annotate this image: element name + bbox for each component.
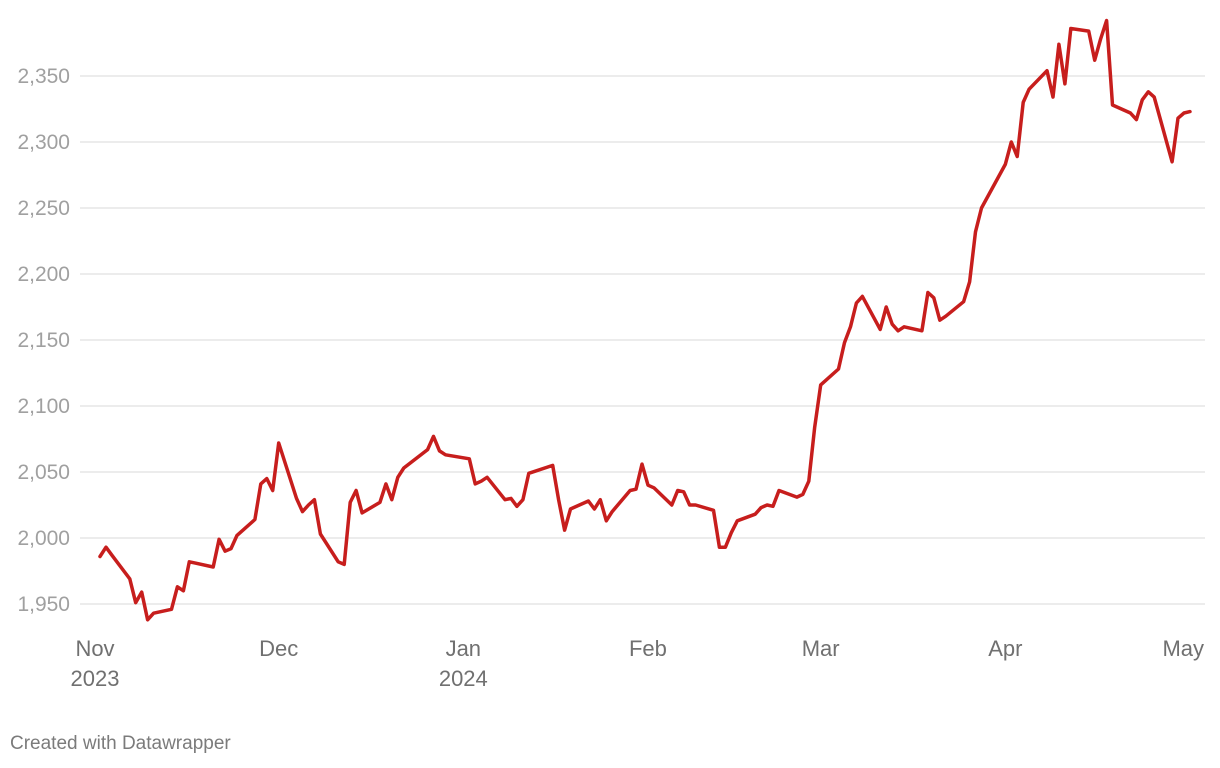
y-tick-label: 2,150 <box>17 329 70 352</box>
x-tick-label: Jan <box>446 636 481 661</box>
x-axis-tick-labels: Nov 2023 Dec Jan 2024 Feb Mar Apr May <box>71 636 1204 691</box>
y-tick-label: 2,000 <box>17 527 70 550</box>
y-tick-label: 2,050 <box>17 461 70 484</box>
x-tick-label: Nov <box>75 636 114 661</box>
series-line <box>98 18 1192 622</box>
x-tick-label: Dec <box>259 636 298 661</box>
x-tick-label: Feb <box>629 636 667 661</box>
x-tick-label-year: 2023 <box>71 666 120 691</box>
series-layer <box>98 18 1192 622</box>
y-axis-tick-labels: 1,950 2,000 2,050 2,100 2,150 2,200 2,250 2,300… <box>17 65 70 616</box>
gridlines <box>80 75 1205 605</box>
y-tick-label: 2,100 <box>17 395 70 418</box>
credit-text: Created with Datawrapper <box>10 733 231 754</box>
x-tick-label-year: 2024 <box>439 666 488 691</box>
y-tick-label: 2,350 <box>17 65 70 88</box>
y-tick-label: 2,200 <box>17 263 70 286</box>
x-tick-label: Mar <box>802 636 840 661</box>
y-tick-label: 2,300 <box>17 131 70 154</box>
x-tick-label: Apr <box>988 636 1022 661</box>
x-tick-label: May <box>1162 636 1204 661</box>
y-tick-label: 1,950 <box>17 593 70 616</box>
y-tick-label: 2,250 <box>17 197 70 220</box>
line-chart: 1,950 2,000 2,050 2,100 2,150 2,200 2,250 2,300… <box>17 18 1205 691</box>
